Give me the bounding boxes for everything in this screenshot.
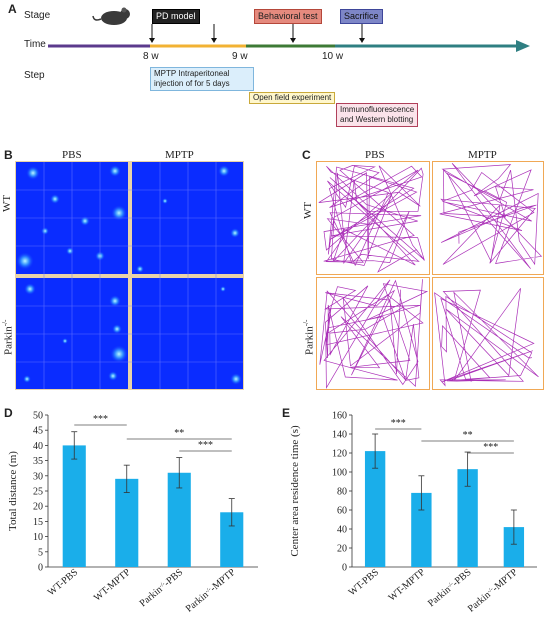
x-tick-label: WT-MPTP (386, 567, 427, 604)
significance-label: *** (483, 442, 498, 453)
significance-label: ** (463, 430, 473, 441)
heatmap-parkin-mptp (132, 278, 243, 389)
y-tick-label: 15 (33, 517, 43, 528)
step-mptp-injection: MPTP Intraperitoneal injection of for 5 … (150, 67, 254, 91)
bar (115, 478, 139, 567)
y-axis-label: Total distance (m) (7, 451, 19, 531)
y-tick-label: 45 (33, 426, 43, 437)
step-immuno-line2: and Western blotting (340, 115, 414, 124)
significance-label: ** (174, 428, 184, 439)
panel-letter-b: B (4, 148, 13, 162)
heatmap-row-wt: WT (1, 194, 13, 212)
week-8-label: 8 w (143, 51, 159, 62)
y-tick-label: 60 (337, 506, 347, 517)
y-tick-label: 140 (332, 430, 347, 441)
y-tick-label: 25 (33, 487, 43, 498)
heatmap-col-mptp: MPTP (165, 149, 194, 161)
x-tick-label: WT-PBS (46, 567, 80, 598)
bar-chart-total-distance: 0 5 10 15 20 25 30 35 40 45 50 Total distance (m) WT… (7, 411, 258, 615)
trajectory-col-mptp: MPTP (468, 149, 497, 161)
x-tick-label: WT-MPTP (92, 567, 133, 604)
y-tick-label: 20 (33, 502, 43, 513)
bar (503, 527, 525, 567)
y-tick-label: 0 (342, 563, 347, 574)
timeline-arrow (48, 24, 530, 52)
y-tick-label: 30 (33, 471, 43, 482)
x-tick-label: Parkin-/--MPTP (466, 567, 520, 615)
bar (411, 492, 432, 567)
step-immuno-western: Immunofluorescence and Western blotting (336, 103, 419, 127)
bar (220, 512, 244, 567)
y-tick-label: 35 (33, 456, 43, 467)
heatmap-row-parkin: Parkin-/- (1, 320, 15, 355)
heatmap-col-pbs: PBS (62, 149, 82, 161)
trajectory-path-1 (439, 163, 543, 269)
significance-label: *** (198, 440, 213, 451)
y-tick-label: 50 (33, 411, 43, 422)
y-tick-label: 20 (337, 544, 347, 555)
bar (457, 469, 478, 567)
step-mptp-line2: injection of for 5 days (154, 79, 230, 88)
week-10-label: 10 w (322, 51, 344, 62)
y-tick-label: 100 (332, 468, 347, 479)
y-tick-label: 80 (337, 487, 347, 498)
y-tick-label: 10 (33, 532, 43, 543)
x-tick-label: WT-PBS (347, 567, 381, 598)
trajectory-row-parkin: Parkin-/- (302, 320, 316, 355)
heatmap-row-parkin-text: Parkin (2, 326, 15, 355)
y-tick-label: 120 (332, 449, 347, 460)
heatmap-row-parkin-sup: -/- (1, 319, 9, 327)
stage-sacrifice: Sacrifice (340, 9, 383, 24)
step-label: Step (24, 70, 45, 81)
trajectory-row-parkin-text: Parkin (303, 326, 316, 355)
bar (62, 445, 86, 567)
trajectory-row-parkin-sup: -/- (302, 319, 310, 327)
panel-letter-d: D (4, 406, 13, 420)
step-mptp-line1: MPTP Intraperitoneal (154, 69, 230, 78)
y-tick-label: 160 (332, 411, 347, 422)
y-tick-label: 40 (337, 525, 347, 536)
panel-letter-c: C (302, 148, 311, 162)
heatmap-grid (15, 161, 244, 390)
time-label: Time (24, 39, 46, 50)
panel-letter-a: A (8, 2, 17, 16)
stage-behavioral-test: Behavioral test (254, 9, 322, 24)
x-tick-label: Parkin-/--MPTP (184, 567, 238, 615)
y-tick-label: 5 (38, 547, 43, 558)
y-tick-label: 0 (38, 563, 43, 574)
significance-label: *** (391, 418, 406, 429)
step-open-field: Open field experiment (249, 92, 336, 104)
trajectory-path-2 (319, 279, 429, 390)
panel-letter-e: E (282, 406, 291, 420)
stage-label: Stage (24, 10, 51, 21)
trajectory-path-0 (318, 165, 425, 273)
bar (167, 472, 191, 567)
y-tick-label: 40 (33, 441, 43, 452)
stage-pd-model: PD model (152, 9, 200, 24)
bar-chart-center-residence: 0 20 40 60 80 100 120 140 160 Center area residen… (289, 411, 537, 615)
trajectory-grid (316, 161, 544, 390)
week-9-label: 9 w (232, 51, 248, 62)
significance-label: *** (93, 414, 108, 425)
y-axis-label: Center area residence time (s) (289, 425, 301, 557)
x-tick-label: Parkin-/--PBS (138, 567, 186, 609)
step-immuno-line1: Immunofluorescence (340, 105, 415, 114)
trajectory-row-wt: WT (302, 201, 314, 219)
x-tick-label: Parkin-/--PBS (426, 567, 474, 609)
trajectory-col-pbs: PBS (365, 149, 385, 161)
bar (364, 451, 386, 567)
mouse-icon (92, 7, 130, 25)
trajectory-path-3 (434, 288, 539, 387)
